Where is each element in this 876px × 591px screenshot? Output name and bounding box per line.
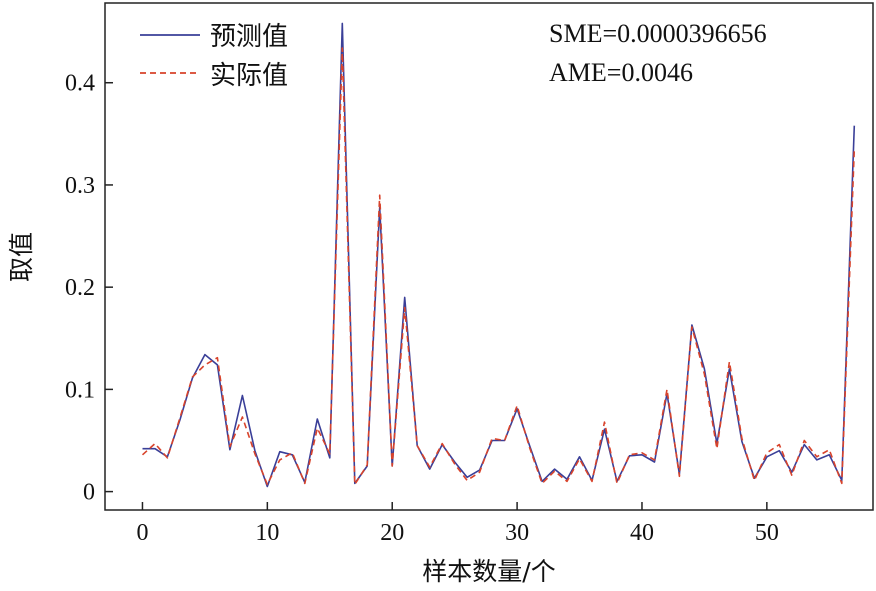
y-ticks: 0 0.1 0.2 0.3 0.4 [65,71,113,506]
legend-label-predicted: 预测值 [210,22,288,52]
y-tick-label: 0.4 [65,71,95,97]
series-line-actual [141,47,856,486]
x-tick-label: 40 [630,520,654,546]
y-tick-label: 0.1 [65,377,95,403]
legend-label-actual: 实际值 [210,61,288,91]
x-tick-label: 30 [505,520,529,546]
plot-frame [104,2,874,511]
legend: 预测值 实际值 [140,22,288,91]
y-axis-label: 取值 [7,232,36,282]
x-tick-label: 0 [136,520,148,546]
x-ticks: 0 10 20 30 40 50 [136,502,779,546]
series-layer [141,22,856,488]
y-tick-label: 0 [83,480,95,506]
x-tick-label: 20 [380,520,404,546]
y-tick-label: 0.3 [65,173,95,199]
annotation-ame: AME=0.0046 [549,58,693,87]
x-axis-label: 样本数量/个 [422,557,555,586]
x-tick-label: 10 [255,520,279,546]
series-line-predicted [142,22,856,488]
x-tick-label: 50 [755,520,779,546]
annotation-sme: SME=0.0000396656 [549,19,767,48]
y-tick-label: 0.2 [65,275,95,301]
